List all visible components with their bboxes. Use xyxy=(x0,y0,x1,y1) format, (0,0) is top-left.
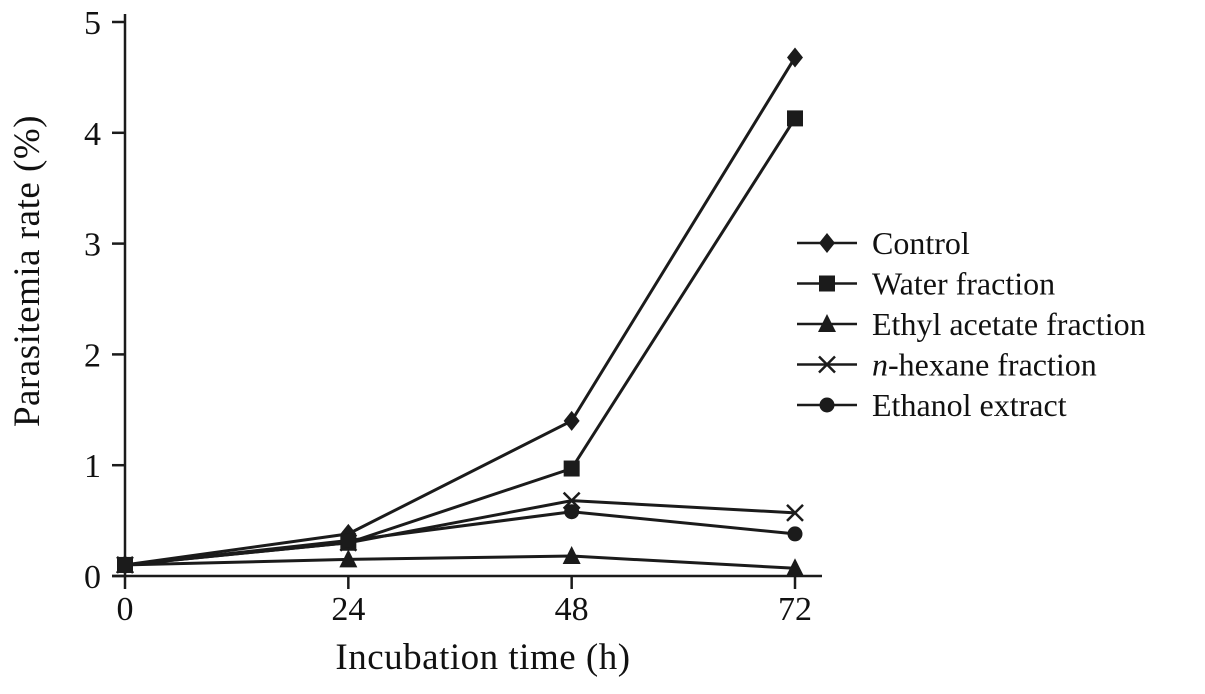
circle-marker xyxy=(564,504,580,520)
y-tick-label: 4 xyxy=(84,116,101,153)
legend-label: n-hexane fraction xyxy=(872,347,1097,383)
legend-item-n-hexane-fraction: n-hexane fraction xyxy=(797,347,1097,383)
series-line xyxy=(124,510,796,567)
legend-label: Ethanol extract xyxy=(872,387,1067,423)
circle-marker xyxy=(787,526,803,542)
diamond-marker xyxy=(563,410,580,431)
x-tick-label: 72 xyxy=(778,591,812,628)
y-tick-label: 2 xyxy=(84,337,101,374)
square-marker xyxy=(787,110,803,127)
square-marker xyxy=(819,275,835,292)
triangle-marker xyxy=(339,549,358,568)
x-marker xyxy=(786,503,804,522)
series-line xyxy=(124,117,797,567)
circle-marker xyxy=(340,533,356,549)
circle-marker xyxy=(819,397,835,413)
legend-label: Water fraction xyxy=(872,266,1055,302)
square-marker xyxy=(563,460,580,477)
legend-item-control: Control xyxy=(797,225,970,261)
series-ethanol-extract xyxy=(117,504,803,573)
y-axis-label: Parasitemia rate (%) xyxy=(7,114,48,428)
y-tick-label: 5 xyxy=(84,5,101,42)
y-tick-label: 3 xyxy=(84,227,101,264)
series-control xyxy=(117,47,803,575)
diamond-marker xyxy=(819,233,835,253)
circle-marker xyxy=(117,557,133,573)
triangle-marker xyxy=(786,558,804,577)
legend-item-water-fraction: Water fraction xyxy=(797,266,1055,302)
triangle-marker xyxy=(818,314,836,332)
legend-label: Control xyxy=(872,225,970,261)
x-axis-label: Incubation time (h) xyxy=(335,637,631,678)
x-tick-label: 48 xyxy=(555,591,589,628)
legend-item-ethanol-extract: Ethanol extract xyxy=(797,387,1067,423)
triangle-marker xyxy=(562,546,581,565)
x-tick-label: 24 xyxy=(331,591,365,628)
legend-label: Ethyl acetate fraction xyxy=(872,306,1146,342)
series-line xyxy=(124,554,796,570)
diamond-marker xyxy=(787,47,803,68)
series-line xyxy=(124,56,797,567)
y-tick-label: 0 xyxy=(84,559,101,596)
x-marker xyxy=(562,491,581,510)
x-tick-label: 0 xyxy=(117,591,134,628)
legend-item-ethyl-acetate-fraction: Ethyl acetate fraction xyxy=(797,306,1146,342)
y-tick-label: 1 xyxy=(84,448,101,485)
series-water-fraction xyxy=(117,110,803,573)
x-marker xyxy=(818,355,836,374)
